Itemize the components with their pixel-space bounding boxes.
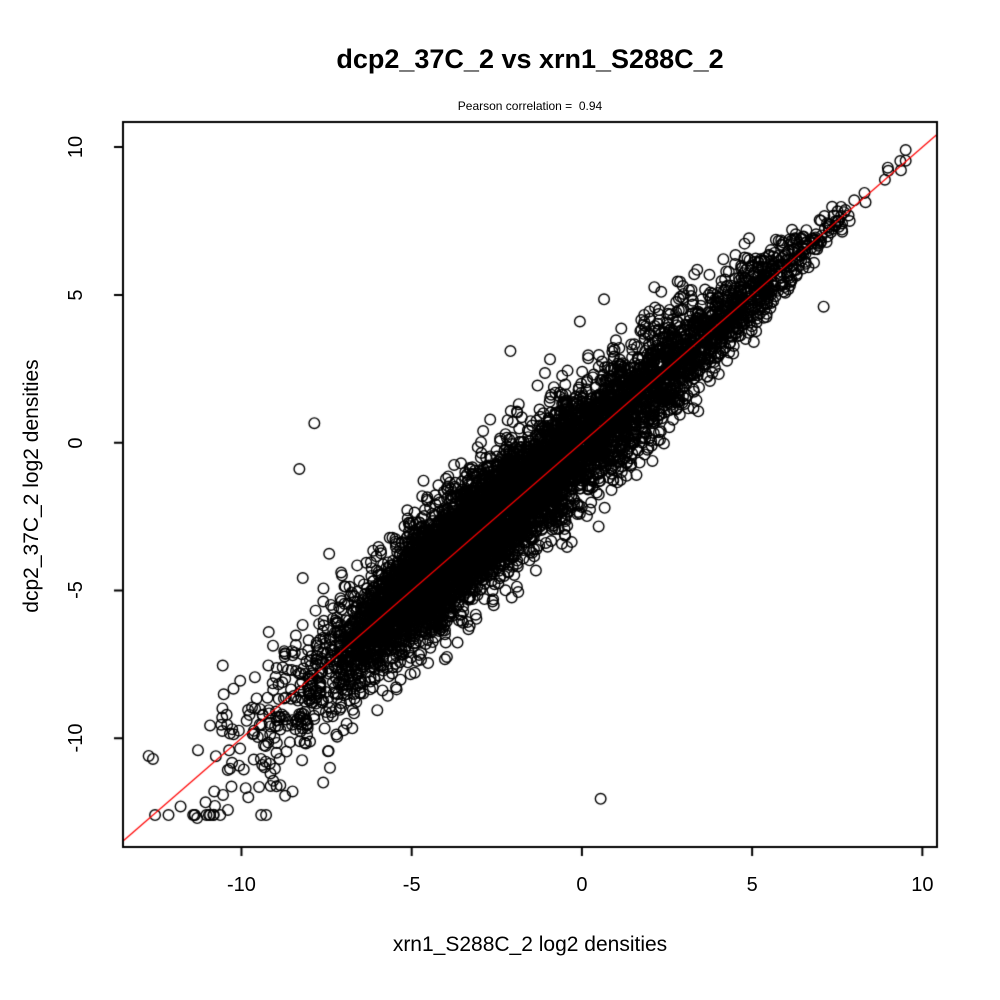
y-tick-label: -10	[65, 723, 87, 753]
x-axis-label: xrn1_S288C_2 log2 densities	[392, 933, 668, 956]
y-tick-label: 5	[65, 289, 87, 301]
x-tick-label: -10	[227, 874, 256, 896]
x-tick-label: 0	[576, 874, 588, 896]
x-tick-label: 10	[911, 874, 934, 896]
x-tick-label: 5	[746, 874, 758, 896]
x-tick-label: -5	[402, 874, 421, 896]
pearson-correlation-subtitle: Pearson correlation = 0.94	[457, 99, 603, 113]
y-tick-label: 10	[65, 135, 87, 159]
y-tick-label: 0	[65, 437, 87, 449]
y-axis-label: dcp2_37C_2 log2 densities	[20, 359, 43, 613]
chart-title: dcp2_37C_2 vs xrn1_S288C_2	[336, 44, 724, 74]
y-tick-label: -5	[65, 581, 87, 600]
